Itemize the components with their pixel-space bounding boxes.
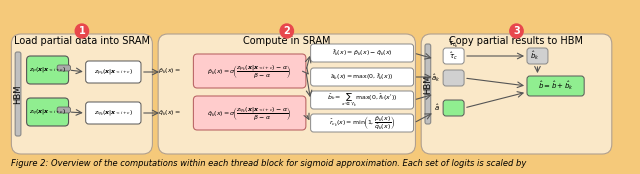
FancyBboxPatch shape bbox=[57, 65, 70, 71]
Text: 1: 1 bbox=[79, 26, 85, 36]
Text: Copy partial results to HBM: Copy partial results to HBM bbox=[449, 36, 584, 46]
Text: $\hat{\tau}_{c_k}$: $\hat{\tau}_{c_k}$ bbox=[448, 38, 459, 50]
Text: $z_{q_k}(\boldsymbol{x}|\boldsymbol{x}_{<i+c})$: $z_{q_k}(\boldsymbol{x}|\boldsymbol{x}_{… bbox=[94, 108, 133, 118]
Text: $\hat{b}_k=\sum_{x^\prime\in\mathcal{V}_k}\max(0,\hat{f}_k(x^\prime))$: $\hat{b}_k=\sum_{x^\prime\in\mathcal{V}_… bbox=[327, 91, 397, 109]
FancyBboxPatch shape bbox=[310, 114, 413, 132]
Text: Compute in SRAM: Compute in SRAM bbox=[243, 36, 330, 46]
Text: $z_{p_k}(\boldsymbol{x}|\boldsymbol{x}_{<i+c})$: $z_{p_k}(\boldsymbol{x}|\boldsymbol{x}_{… bbox=[94, 67, 133, 77]
FancyBboxPatch shape bbox=[27, 56, 68, 84]
Text: $\hat{r}_{c_k}(x)=\min\!\left(1,\dfrac{\hat{p}_k(x)}{\hat{q}_k(x)}\right)$: $\hat{r}_{c_k}(x)=\min\!\left(1,\dfrac{\… bbox=[329, 114, 396, 132]
FancyBboxPatch shape bbox=[425, 44, 431, 124]
Text: HBM: HBM bbox=[424, 74, 433, 94]
Text: 3: 3 bbox=[513, 26, 520, 36]
Circle shape bbox=[510, 24, 523, 38]
Text: $\hat{p}_k(x)=\sigma\!\left(\dfrac{z_{p_k}(\boldsymbol{x}|\boldsymbol{x}_{<i+c}): $\hat{p}_k(x)=\sigma\!\left(\dfrac{z_{p_… bbox=[207, 62, 292, 80]
FancyBboxPatch shape bbox=[57, 107, 70, 113]
FancyBboxPatch shape bbox=[443, 70, 464, 86]
Text: $\hat{a}$: $\hat{a}$ bbox=[434, 103, 440, 113]
FancyBboxPatch shape bbox=[86, 61, 141, 83]
FancyBboxPatch shape bbox=[443, 100, 464, 116]
FancyBboxPatch shape bbox=[310, 68, 413, 86]
FancyBboxPatch shape bbox=[158, 34, 415, 154]
Text: $\hat{q}_k(x)=\sigma\!\left(\dfrac{z_{q_k}(\boldsymbol{x}|\boldsymbol{x}_{<i+c}): $\hat{q}_k(x)=\sigma\!\left(\dfrac{z_{q_… bbox=[207, 105, 292, 121]
FancyBboxPatch shape bbox=[310, 91, 413, 109]
Circle shape bbox=[76, 24, 88, 38]
Text: $\hat{a}_k$: $\hat{a}_k$ bbox=[431, 72, 440, 84]
FancyBboxPatch shape bbox=[27, 98, 68, 126]
Text: Load partial data into SRAM: Load partial data into SRAM bbox=[14, 36, 150, 46]
FancyBboxPatch shape bbox=[443, 48, 464, 64]
Text: Figure 2: Overview of the computations within each thread block for sigmoid appr: Figure 2: Overview of the computations w… bbox=[12, 160, 527, 168]
FancyBboxPatch shape bbox=[193, 54, 306, 88]
Text: 2: 2 bbox=[284, 26, 290, 36]
Text: $z_p(\boldsymbol{x}|\boldsymbol{x}_{<i+c})$: $z_p(\boldsymbol{x}|\boldsymbol{x}_{<i+c… bbox=[29, 65, 66, 75]
Circle shape bbox=[280, 24, 294, 38]
FancyBboxPatch shape bbox=[527, 76, 584, 96]
FancyBboxPatch shape bbox=[193, 96, 306, 130]
FancyBboxPatch shape bbox=[527, 48, 548, 64]
FancyBboxPatch shape bbox=[310, 44, 413, 62]
FancyBboxPatch shape bbox=[421, 34, 612, 154]
FancyBboxPatch shape bbox=[86, 102, 141, 124]
FancyBboxPatch shape bbox=[15, 52, 21, 136]
Text: $\hat{a}_k(x)=\max(0,\hat{f}_k(x))$: $\hat{a}_k(x)=\max(0,\hat{f}_k(x))$ bbox=[330, 72, 394, 82]
Text: $\hat{\tau}_c$: $\hat{\tau}_c$ bbox=[449, 50, 458, 62]
Text: $\hat{f}_k(x)=\hat{p}_k(x)-\hat{q}_k(x)$: $\hat{f}_k(x)=\hat{p}_k(x)-\hat{q}_k(x)$ bbox=[332, 48, 392, 58]
Text: $\hat{b}_k$: $\hat{b}_k$ bbox=[530, 50, 540, 62]
Text: $\hat{q}_k(x)=$: $\hat{q}_k(x)=$ bbox=[158, 108, 181, 118]
FancyBboxPatch shape bbox=[12, 34, 152, 154]
Text: $\hat{p}_k(x)=$: $\hat{p}_k(x)=$ bbox=[158, 66, 181, 76]
Text: $\hat{b}=\hat{b}+\hat{b}_k$: $\hat{b}=\hat{b}+\hat{b}_k$ bbox=[538, 80, 573, 92]
Text: HBM: HBM bbox=[13, 84, 22, 104]
Text: $z_q(\boldsymbol{x}|\boldsymbol{x}_{<i+c})$: $z_q(\boldsymbol{x}|\boldsymbol{x}_{<i+c… bbox=[29, 107, 66, 117]
